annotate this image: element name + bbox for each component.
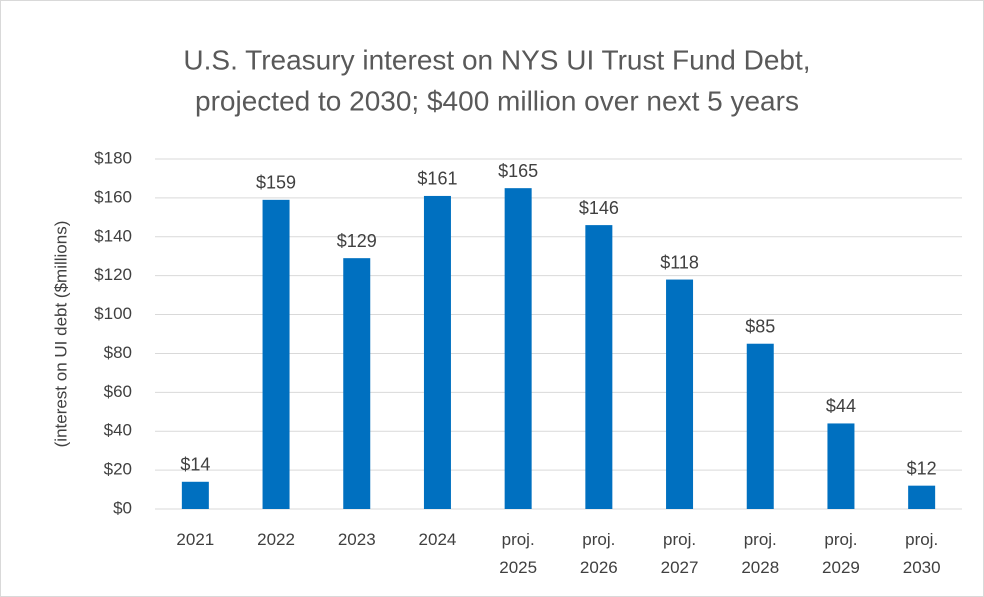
x-tick-label: 2024 xyxy=(419,530,457,549)
x-tick-label: proj. 2029 xyxy=(822,530,860,577)
x-tick-label: proj. 2028 xyxy=(741,530,779,577)
x-tick-label: proj. 2025 xyxy=(499,530,537,577)
y-tick-label: $120 xyxy=(94,265,132,284)
y-tick-label: $160 xyxy=(94,187,132,206)
value-label: $146 xyxy=(579,198,619,218)
value-label: $44 xyxy=(826,396,856,416)
x-tick-label: 2023 xyxy=(338,530,376,549)
value-label: $14 xyxy=(180,455,210,475)
y-tick-label: $180 xyxy=(94,148,132,167)
chart-title: projected to 2030; $400 million over nex… xyxy=(195,85,799,116)
x-tick-label: 2021 xyxy=(176,530,214,549)
bar xyxy=(423,195,451,509)
bar xyxy=(181,481,209,509)
x-tick-label: proj. 2030 xyxy=(903,530,941,577)
y-axis-label: (interest on UI debt ($millions) xyxy=(51,221,70,448)
value-label: $12 xyxy=(907,458,937,478)
x-tick-label: 2022 xyxy=(257,530,295,549)
bar xyxy=(666,279,694,509)
bar xyxy=(343,258,371,509)
y-tick-label: $40 xyxy=(104,421,132,440)
value-label: $118 xyxy=(660,252,699,272)
bar xyxy=(585,225,613,509)
bar xyxy=(262,199,290,510)
bar xyxy=(746,343,774,509)
x-tick-label: proj. 2026 xyxy=(580,530,618,577)
value-label: $129 xyxy=(337,231,377,251)
y-tick-label: $0 xyxy=(113,498,132,517)
y-tick-label: $140 xyxy=(94,226,132,245)
y-tick-label: $100 xyxy=(94,304,132,323)
value-label: $165 xyxy=(498,161,538,181)
value-label: $161 xyxy=(417,169,457,189)
chart-title: U.S. Treasury interest on NYS UI Trust F… xyxy=(183,44,810,75)
bar xyxy=(827,423,855,509)
y-tick-label: $20 xyxy=(104,460,132,479)
value-label: $159 xyxy=(256,173,296,193)
value-label: $85 xyxy=(745,316,775,336)
y-tick-label: $80 xyxy=(104,343,132,362)
y-tick-label: $60 xyxy=(104,382,132,401)
x-tick-label: proj. 2027 xyxy=(661,530,699,577)
bar xyxy=(908,485,936,509)
bar xyxy=(504,188,532,509)
